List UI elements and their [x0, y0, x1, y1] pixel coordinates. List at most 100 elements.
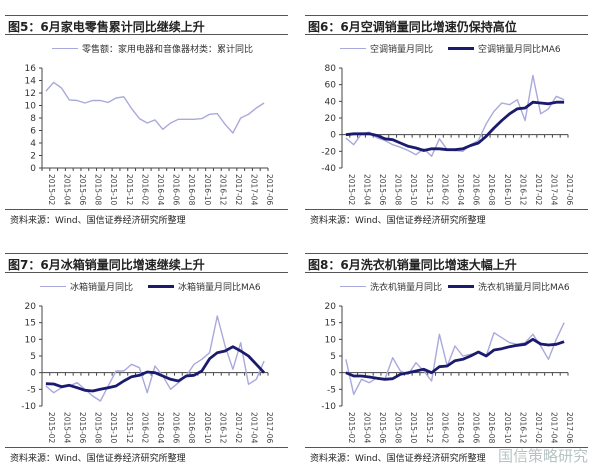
x-tick-label: 2015-10 — [409, 412, 418, 444]
y-tick-label: -20 — [321, 147, 336, 157]
series-line-raw — [45, 81, 265, 134]
x-tick-label: 2015-10 — [409, 174, 418, 206]
y-tick-label: 2 — [30, 152, 36, 162]
x-tick-label: 2015-06 — [378, 412, 387, 444]
y-tick-label: 80 — [325, 64, 337, 74]
x-tick-label: 2017-06 — [565, 174, 574, 206]
x-tick-label: 2016-08 — [487, 174, 496, 206]
x-tick-label: 2017-06 — [565, 412, 574, 444]
legend-swatch — [40, 286, 66, 287]
y-tick-label: 15 — [325, 319, 336, 329]
x-tick-label: 2017-06 — [265, 412, 274, 444]
legend-item: 洗衣机销量月同比MA6 — [448, 280, 570, 293]
source-rule — [305, 447, 588, 448]
y-tick-label: 20 — [25, 302, 37, 312]
chart-title: 图5：6月家电零售累计同比继续上升 — [8, 20, 205, 34]
series-line-raw — [345, 322, 565, 396]
y-tick-label: -5 — [327, 385, 336, 395]
x-tick-label: 2017-04 — [250, 412, 259, 444]
x-tick-label: 2016-10 — [203, 174, 212, 206]
x-tick-label: 2016-12 — [518, 174, 527, 206]
y-tick-label: 10 — [25, 335, 37, 345]
x-tick-label: 2017-02 — [234, 412, 243, 444]
y-tick-label: 60 — [325, 81, 337, 91]
y-tick-label: 20 — [325, 114, 337, 124]
y-tick-label: 0 — [30, 369, 36, 379]
y-tick-label: 15 — [25, 319, 36, 329]
x-tick-label: 2015-12 — [125, 174, 134, 206]
chart-title: 图7：6月冰箱销量同比增速继续上升 — [8, 258, 205, 272]
title-rule-top — [305, 15, 588, 16]
x-tick-label: 2015-02 — [47, 174, 56, 206]
x-tick-label: 2016-02 — [140, 174, 149, 206]
x-tick-label: 2015-04 — [62, 174, 71, 206]
legend-item: 零售额：家用电器和音像器材类：累计同比 — [52, 42, 253, 55]
x-tick-label: 2016-02 — [140, 412, 149, 444]
x-tick-label: 2015-02 — [347, 174, 356, 206]
legend-swatch — [448, 47, 474, 50]
chart-source: 资料来源：Wind、国信证券经济研究所整理 — [10, 216, 186, 226]
chart-source: 资料来源：Wind、国信证券经济研究所整理 — [310, 216, 486, 226]
legend-label: 洗衣机销量月同比MA6 — [478, 283, 570, 293]
series-line-ma6 — [45, 345, 266, 393]
x-tick-label: 2016-12 — [518, 412, 527, 444]
chart-panel-fig6: 图6：6月空调销量同比增速仍保持高位 资料来源：Wind、国信证券经济研究所整理 空… — [300, 0, 600, 238]
y-tick-label: 40 — [325, 97, 337, 107]
y-tick-label: 0 — [330, 369, 336, 379]
x-tick-label: 2016-10 — [203, 412, 212, 444]
x-tick-label: 2017-02 — [234, 174, 243, 206]
y-tick-label: 0 — [330, 131, 336, 141]
chart-panel-fig7: 图7：6月冰箱销量同比增速继续上升资料来源：Wind、国信证券经济研究所整理 冰箱… — [0, 238, 300, 476]
legend-item: 冰箱销量月同比MA6 — [148, 280, 261, 293]
legend-swatch — [340, 48, 366, 49]
plot-fig8: -10 -5 0 5 10 15 20 2015-02 2015-04 2015-06 2015-0… — [321, 302, 574, 444]
x-tick-label: 2016-06 — [472, 174, 481, 206]
y-tick-label: 5 — [30, 352, 36, 362]
watermark-logo: 国信策略研究 — [498, 445, 588, 466]
source-rule — [5, 447, 288, 448]
legend-item: 空调销量月同比MA6 — [448, 42, 561, 55]
x-tick-label: 2016-04 — [156, 174, 165, 206]
x-tick-label: 2015-08 — [94, 412, 103, 444]
x-tick-label: 2017-04 — [550, 412, 559, 444]
title-rule-top — [305, 253, 588, 254]
series-line-raw — [345, 74, 565, 158]
x-tick-label: 2016-02 — [440, 174, 449, 206]
series-line-ma6 — [345, 337, 565, 381]
y-tick-label: 10 — [25, 102, 37, 112]
x-tick-label: 2015-12 — [425, 174, 434, 206]
x-tick-label: 2015-10 — [109, 412, 118, 444]
x-tick-label: 2015-08 — [394, 174, 403, 206]
x-tick-label: 2015-08 — [394, 412, 403, 444]
x-tick-label: 2016-12 — [218, 412, 227, 444]
legend-label: 零售额：家用电器和音像器材类：累计同比 — [82, 45, 254, 55]
source-rule — [305, 209, 588, 210]
chart-panel-fig5: 图5：6月家电零售累计同比继续上升资料来源：Wind、国信证券经济研究所整理 零售… — [0, 0, 300, 238]
y-tick-label: -10 — [321, 402, 336, 412]
x-tick-label: 2017-04 — [550, 174, 559, 206]
y-tick-label: 5 — [330, 352, 336, 362]
x-tick-label: 2015-04 — [62, 412, 71, 444]
title-rule-top — [5, 253, 288, 254]
title-rule-bottom — [305, 272, 588, 273]
source-rule — [5, 209, 288, 210]
series-line-raw — [45, 315, 265, 402]
x-tick-label: 2017-02 — [534, 174, 543, 206]
chart-source: 资料来源：Wind、国信证券经济研究所整理 — [10, 454, 186, 464]
x-tick-label: 2016-12 — [218, 174, 227, 206]
plot-fig7: -10 -5 0 5 10 15 20 2015-02 2015-04 2015-06 2015-0… — [21, 302, 274, 444]
title-rule-bottom — [5, 272, 288, 273]
x-tick-label: 2017-02 — [534, 412, 543, 444]
x-tick-label: 2016-04 — [456, 412, 465, 444]
legend-label: 洗衣机销量月同比 — [370, 283, 443, 293]
y-tick-label: -5 — [27, 385, 36, 395]
y-tick-label: -40 — [321, 164, 336, 174]
y-tick-label: -10 — [21, 402, 36, 412]
x-tick-label: 2015-10 — [109, 174, 118, 206]
title-rule-top — [5, 15, 288, 16]
title-rule-bottom — [305, 34, 588, 35]
chart-panel-fig8: 图8：6月洗衣机销量同比增速大幅上升 资料来源：Wind、国信证券经济研究所整理 洗… — [300, 238, 600, 476]
y-tick-label: 12 — [25, 89, 36, 99]
legend-swatch — [448, 285, 474, 288]
legend-swatch — [148, 285, 174, 288]
